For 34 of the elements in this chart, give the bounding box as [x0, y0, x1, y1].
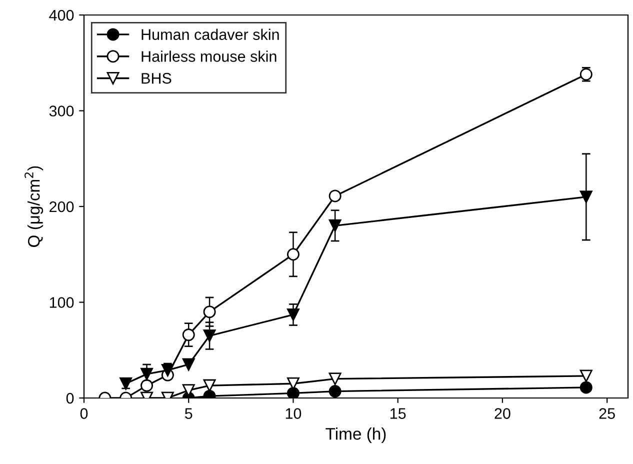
x-tick-label: 5: [184, 408, 192, 419]
point: [328, 372, 342, 386]
point: [286, 308, 300, 321]
y-tick-label: 200: [50, 201, 74, 212]
point: [161, 364, 174, 376]
point: [328, 219, 342, 232]
legend-label: BHS: [142, 72, 172, 84]
point: [140, 379, 154, 392]
legend-label: Hairless mouse skin: [142, 50, 276, 62]
x-tick-label: 25: [599, 408, 615, 419]
y-tick-label: 400: [49, 10, 74, 21]
point: [580, 370, 592, 382]
point: [182, 328, 195, 342]
y-tick-label: 100: [50, 297, 74, 308]
point: [580, 381, 592, 394]
point: [286, 386, 300, 398]
point: [140, 368, 154, 380]
y-axis-title: Q (μg/cm$^{2}$): [24, 166, 44, 247]
x-tick-label: 15: [390, 408, 406, 419]
point: [203, 330, 216, 342]
point: [120, 377, 132, 390]
point: [580, 190, 592, 204]
y-tick-label: 300: [49, 106, 74, 116]
legend-label: Human cadaver skin: [142, 28, 279, 40]
point: [286, 248, 300, 261]
point: [203, 306, 216, 318]
x-tick-label: 10: [286, 408, 302, 419]
x-tick-label: 0: [80, 408, 88, 419]
x-tick-label: 20: [494, 408, 510, 419]
point: [328, 190, 342, 202]
x-axis-title: Time (h): [326, 428, 386, 444]
point: [328, 385, 342, 398]
y-tick-label: 0: [66, 392, 74, 404]
point: [182, 358, 195, 371]
